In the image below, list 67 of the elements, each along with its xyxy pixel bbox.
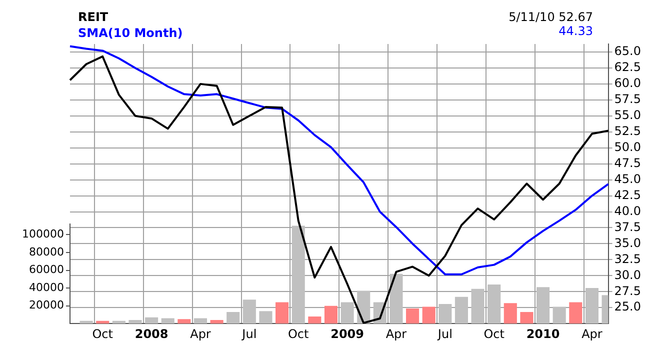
x-tick-label: Jul [436, 326, 452, 341]
bar [178, 319, 191, 324]
y-tick-label: 47.5 [614, 156, 641, 170]
bar [390, 274, 403, 324]
x-tick-label: Apr [386, 326, 407, 341]
x-tick-label: 2009 [330, 326, 364, 341]
bar [406, 308, 420, 324]
y-tick-label: 57.5 [614, 92, 641, 106]
chart-title: REIT [78, 10, 108, 24]
bar [585, 288, 598, 324]
text: 5/11/10 52.67 [508, 10, 593, 24]
bar [552, 306, 566, 324]
y-tick-label: 27.5 [614, 284, 641, 298]
bar [422, 306, 436, 324]
y-tick-label: 30.0 [614, 268, 641, 282]
y-tick-label: 50.0 [614, 140, 641, 154]
bar [520, 312, 534, 324]
x-tick-label: Oct [288, 326, 310, 341]
x-tick-label: 2008 [134, 326, 168, 341]
bar [471, 288, 484, 324]
x-tick-label: Apr [190, 326, 211, 341]
bar [308, 316, 322, 324]
y-tick-label: 55.0 [614, 108, 641, 122]
bar [536, 287, 550, 324]
bar [259, 311, 272, 324]
bar [226, 312, 240, 324]
bar [438, 304, 452, 324]
bar [504, 303, 517, 324]
bar [80, 320, 93, 324]
bar [161, 318, 174, 324]
y2-tick-label: 40000 [28, 280, 64, 294]
x-tick-label: Jul [241, 326, 257, 341]
x-tick-label: 2010 [526, 326, 560, 341]
x-tick-label: Oct [484, 326, 505, 341]
text: 44.33 [558, 24, 593, 38]
y-tick-label: 35.0 [614, 236, 641, 250]
bar [292, 226, 305, 324]
bar [112, 320, 126, 324]
y-tick-label: 60.0 [614, 76, 641, 90]
y-tick-label: 45.0 [614, 172, 641, 186]
x-tick-label: Apr [582, 326, 602, 341]
bar [242, 300, 256, 324]
bar [340, 302, 354, 324]
bar [276, 302, 289, 324]
y-tick-label: 40.0 [614, 204, 641, 218]
y-tick-label: 42.5 [614, 188, 641, 202]
bar [569, 302, 582, 324]
bar [145, 317, 158, 324]
y2-tick-label: 100000 [22, 228, 64, 241]
bar [210, 320, 224, 324]
y2-tick-label: 20000 [28, 298, 64, 312]
y-tick-label: 62.5 [614, 60, 641, 74]
bar [96, 320, 110, 324]
x-tick-label: Oct [92, 326, 114, 341]
bar [194, 318, 208, 324]
y2-tick-label: 60000 [28, 263, 64, 276]
y-tick-label: 25.0 [614, 300, 641, 314]
y-tick-label: 37.5 [614, 220, 641, 234]
y-tick-label: 52.5 [614, 124, 641, 138]
y2-tick-label: 80000 [28, 245, 64, 258]
series-label: SMA(10 Month) [78, 26, 183, 40]
bar [454, 296, 468, 324]
bar [488, 284, 501, 324]
y-tick-label: 32.5 [614, 252, 641, 266]
bar [324, 306, 338, 324]
y-tick-label: 65.0 [614, 44, 641, 58]
bar [128, 320, 142, 324]
